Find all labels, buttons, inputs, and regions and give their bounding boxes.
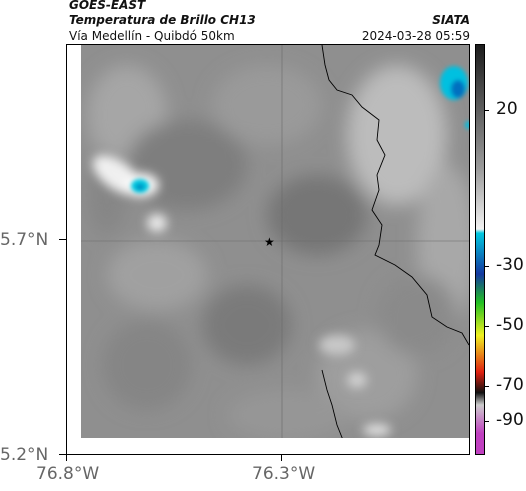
xtick-label-76.8: 76.8°W [36,464,100,484]
border-line-east [321,45,469,346]
ytick-label-5.2: 5.2°N [0,445,49,465]
colorbar-label-minus70: -70 [496,375,524,395]
ytick-label-5.7: 5.7°N [0,230,49,250]
xtick-76.8 [66,455,67,461]
brightness-temperature-map: ★ [67,45,469,454]
colorbar-tick-20 [485,110,489,111]
colorbar [475,44,485,455]
cloud-texture [87,65,469,440]
ytick-5.7 [59,239,66,240]
region-label: Vía Medellín - Quibdó 50km [69,29,235,43]
xtick-label-76.3: 76.3°W [252,464,316,484]
satellite-title: GOES-EAST [69,0,146,12]
colorbar-tick-minus30 [485,266,489,267]
no-data-bottom [67,438,469,454]
colorbar-label-minus30: -30 [496,255,524,275]
colorbar-label-minus90: -90 [496,410,524,430]
star-icon: ★ [264,235,275,249]
ytick-5.2 [59,454,66,455]
agency-label: SIATA [432,13,470,27]
timestamp-label: 2024-03-28 05:59 [361,29,470,43]
cold-cloud-tops [131,66,469,193]
product-title: Temperatura de Brillo CH13 [69,13,256,27]
no-data-left [67,45,81,454]
white-cloud-streaks [92,155,391,436]
colorbar-tick-minus70 [485,386,489,387]
map-panel[interactable]: ★ [66,44,470,455]
colorbar-tick-minus50 [485,326,489,327]
colorbar-tick-minus90 [485,421,489,422]
xtick-76.3 [281,455,282,461]
colorbar-label-minus50: -50 [496,315,524,335]
colorbar-label-20: 20 [496,99,518,119]
